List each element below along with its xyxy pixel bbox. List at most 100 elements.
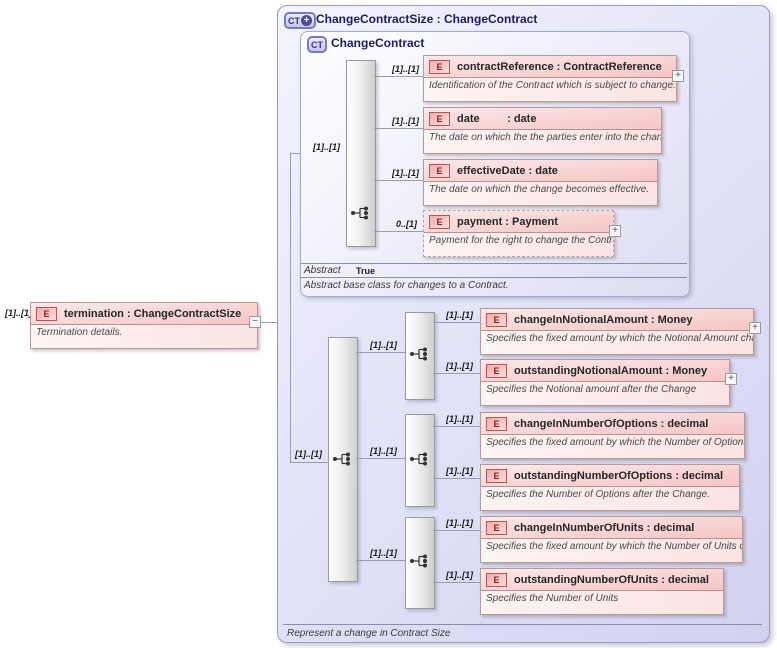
element-icon: E xyxy=(486,416,507,431)
cardinality: [1]..[1] xyxy=(446,570,473,580)
divider xyxy=(283,624,762,625)
element-annotation: The date on which the change becomes eff… xyxy=(424,182,657,205)
cardinality: [1]..[1] xyxy=(446,414,473,424)
cardinality-ext-group: [1]..[1] xyxy=(295,449,322,459)
element-label: payment : Payment xyxy=(457,215,558,228)
connector-termination xyxy=(255,322,277,323)
element-header: E outstandingNumberOfOptions : decimal xyxy=(481,465,739,487)
sequence-compositor[interactable] xyxy=(328,337,358,582)
element-icon: E xyxy=(429,163,450,178)
connector xyxy=(374,128,423,129)
element-outstandingNumberOfOptions[interactable]: E outstandingNumberOfOptions : decimal S… xyxy=(480,464,740,511)
extension-plus-icon: + xyxy=(301,15,312,26)
element-changeInNotionalAmount[interactable]: E changeInNotionalAmount : Money Specifi… xyxy=(480,308,754,355)
element-header: E date : date xyxy=(424,108,661,130)
element-icon: E xyxy=(486,363,507,378)
cardinality-date: [1]..[1] xyxy=(392,116,419,126)
expand-icon[interactable]: + xyxy=(749,322,761,334)
cardinality-subgroup-3: [1]..[1] xyxy=(370,548,397,558)
ct-badge-label: CT xyxy=(288,15,300,26)
sequence-icon xyxy=(351,206,368,220)
connector xyxy=(374,231,423,232)
element-icon: E xyxy=(429,214,450,229)
element-label: contractReference : ContractReference xyxy=(457,60,662,73)
element-icon: E xyxy=(486,312,507,327)
cardinality-base-group: [1]..[1] xyxy=(313,142,340,152)
element-header: E outstandingNumberOfUnits : decimal xyxy=(481,569,723,591)
element-effectiveDate[interactable]: E effectiveDate : date The date on which… xyxy=(423,159,658,206)
element-annotation: The date on which the the parties enter … xyxy=(424,130,661,153)
element-outstandingNumberOfUnits[interactable]: E outstandingNumberOfUnits : decimal Spe… xyxy=(480,568,724,615)
element-header: E changeInNotionalAmount : Money xyxy=(481,309,753,331)
sequence-icon xyxy=(333,452,350,466)
cardinality-subgroup-1: [1]..[1] xyxy=(370,340,397,350)
facet-abstract-label: Abstract xyxy=(304,265,341,276)
basetype-title: ChangeContract xyxy=(331,36,425,50)
connector xyxy=(356,458,405,459)
sequence-icon xyxy=(410,554,427,568)
element-icon: E xyxy=(486,520,507,535)
expand-icon[interactable]: + xyxy=(672,70,684,82)
element-icon: E xyxy=(429,59,450,74)
cardinality: [1]..[1] xyxy=(446,310,473,320)
element-icon: E xyxy=(486,572,507,587)
ct-badge-label: CT xyxy=(311,39,323,50)
element-annotation: Specifies the Number of Units xyxy=(481,591,723,614)
sequence-compositor[interactable] xyxy=(405,312,435,400)
connector xyxy=(433,426,480,427)
connector xyxy=(433,322,480,323)
basetype-annotation: Abstract base class for changes to a Con… xyxy=(304,280,509,291)
sequence-compositor[interactable] xyxy=(405,414,435,507)
element-annotation: Specifies the fixed amount by which the … xyxy=(481,539,742,562)
connector xyxy=(374,76,423,77)
element-payment[interactable]: E payment : Payment Payment for the righ… xyxy=(423,210,614,257)
element-label: outstandingNotionalAmount : Money xyxy=(514,364,708,377)
cardinality-effectiveDate: [1]..[1] xyxy=(392,168,419,178)
element-header: E changeInNumberOfOptions : decimal xyxy=(481,413,744,435)
expand-icon[interactable]: + xyxy=(609,225,621,237)
sequence-compositor[interactable] xyxy=(405,517,435,609)
element-termination-label: termination : ChangeContractSize xyxy=(64,307,242,320)
element-changeInNumberOfUnits[interactable]: E changeInNumberOfUnits : decimal Specif… xyxy=(480,516,743,563)
cardinality-subgroup-2: [1]..[1] xyxy=(370,446,397,456)
cardinality: [1]..[1] xyxy=(446,518,473,528)
element-icon: E xyxy=(36,306,57,321)
complextype-annotation: Represent a change in Contract Size xyxy=(287,628,451,639)
connector xyxy=(433,582,480,583)
sequence-icon xyxy=(410,452,427,466)
element-label: changeInNumberOfOptions : decimal xyxy=(514,417,709,430)
element-annotation: Payment for the right to change the Cont… xyxy=(424,233,613,256)
branch-ext-group xyxy=(290,462,328,463)
element-termination-header: E termination : ChangeContractSize xyxy=(31,303,257,325)
cardinality: [1]..[1] xyxy=(446,466,473,476)
cardinality-contractReference: [1]..[1] xyxy=(392,64,419,74)
element-annotation: Specifies the Number of Options after th… xyxy=(481,487,739,510)
element-changeInNumberOfOptions[interactable]: E changeInNumberOfOptions : decimal Spec… xyxy=(480,412,745,459)
element-label: changeInNotionalAmount : Money xyxy=(514,313,693,326)
element-contractReference[interactable]: E contractReference : ContractReference … xyxy=(423,55,677,102)
element-label: effectiveDate : date xyxy=(457,164,558,177)
connector xyxy=(433,373,480,374)
element-header: E effectiveDate : date xyxy=(424,160,657,182)
connector xyxy=(374,180,423,181)
connector xyxy=(433,530,480,531)
element-annotation: Identification of the Contract which is … xyxy=(424,78,676,101)
element-outstandingNotionalAmount[interactable]: E outstandingNotionalAmount : Money Spec… xyxy=(480,359,730,406)
connector xyxy=(356,352,405,353)
element-date[interactable]: E date : date The date on which the the … xyxy=(423,107,662,154)
element-header: E payment : Payment xyxy=(424,211,613,233)
element-termination[interactable]: E termination : ChangeContractSize Termi… xyxy=(30,302,258,349)
complextype-icon: CT + xyxy=(284,12,316,29)
element-label: outstandingNumberOfOptions : decimal xyxy=(514,469,724,482)
element-termination-annotation: Termination details. xyxy=(31,325,257,348)
basetype-icon: CT xyxy=(307,36,327,53)
cardinality-payment: 0..[1] xyxy=(396,219,418,229)
collapse-icon[interactable]: − xyxy=(249,316,261,328)
element-label: date : date xyxy=(457,112,537,125)
sequence-compositor[interactable] xyxy=(346,60,376,247)
expand-icon[interactable]: + xyxy=(725,373,737,385)
element-label: outstandingNumberOfUnits : decimal xyxy=(514,573,709,586)
element-header: E changeInNumberOfUnits : decimal xyxy=(481,517,742,539)
trunk-line xyxy=(290,153,291,463)
